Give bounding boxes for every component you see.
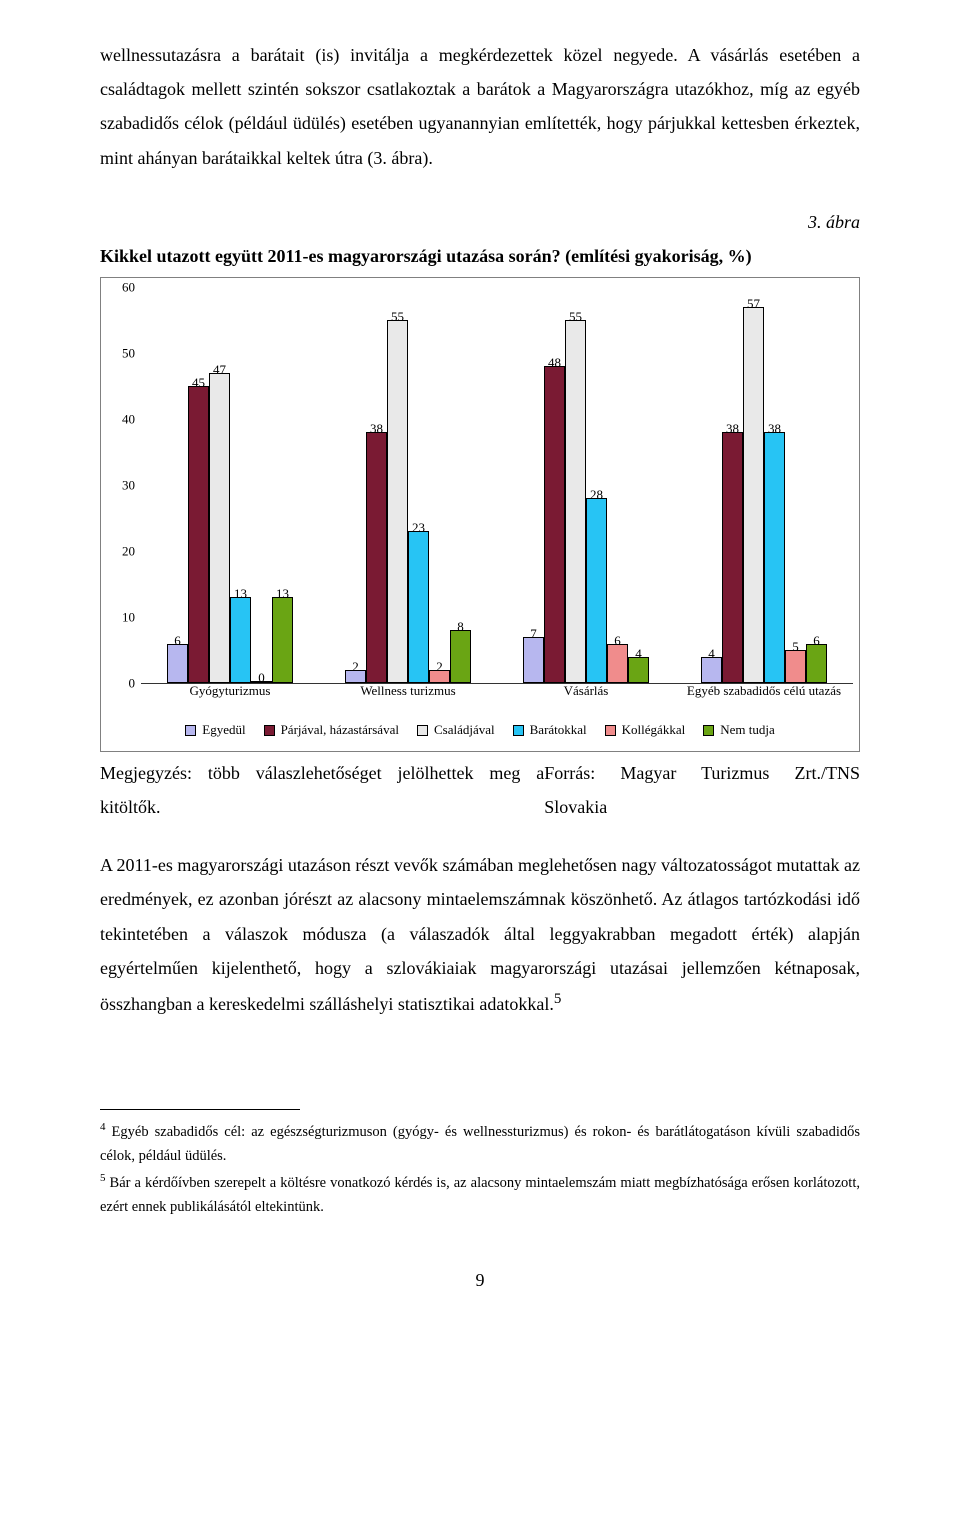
bar: 48	[544, 366, 565, 683]
bar-group: 438573856	[675, 288, 853, 683]
legend-swatch	[417, 725, 428, 736]
legend-item: Nem tudja	[703, 718, 775, 743]
bar-value-label: 55	[569, 305, 582, 330]
chart-container: 6454713013238552328748552864438573856 Gy…	[100, 277, 860, 752]
bar: 5	[785, 650, 806, 683]
legend-swatch	[185, 725, 196, 736]
x-category-label: Gyógyturizmus	[141, 679, 319, 704]
bar-value-label: 47	[213, 358, 226, 383]
bar: 6	[607, 644, 628, 684]
x-category-label: Wellness turizmus	[319, 679, 497, 704]
bar: 13	[230, 597, 251, 683]
legend-item: Párjával, házastársával	[264, 718, 399, 743]
bar: 6	[167, 644, 188, 684]
legend-label: Családjával	[434, 718, 495, 743]
bar: 38	[764, 432, 785, 683]
bar: 8	[450, 630, 471, 683]
bar: 7	[523, 637, 544, 683]
body-paragraph: A 2011-es magyarországi utazáson részt v…	[100, 848, 860, 1021]
bar-value-label: 6	[813, 629, 820, 654]
bar-group: 238552328	[319, 288, 497, 683]
legend-label: Barátokkal	[530, 718, 587, 743]
y-tick: 30	[107, 474, 135, 499]
intro-paragraph: wellnessutazásra a barátait (is) invitál…	[100, 38, 860, 175]
bar-value-label: 55	[391, 305, 404, 330]
bar: 38	[722, 432, 743, 683]
y-tick: 20	[107, 540, 135, 565]
bar-value-label: 2	[352, 655, 359, 680]
legend-item: Kollégákkal	[605, 718, 686, 743]
bar: 13	[272, 597, 293, 683]
bar-value-label: 38	[768, 417, 781, 442]
legend-label: Párjával, házastársával	[281, 718, 399, 743]
bar: 45	[188, 386, 209, 683]
legend-label: Egyedül	[202, 718, 245, 743]
bar-value-label: 4	[708, 642, 715, 667]
footnote-ref-5: 5	[554, 991, 562, 1007]
bar-value-label: 13	[234, 582, 247, 607]
bar: 57	[743, 307, 764, 683]
bar-value-label: 45	[192, 371, 205, 396]
x-category-label: Vásárlás	[497, 679, 675, 704]
bar-value-label: 23	[412, 516, 425, 541]
bar-value-label: 4	[635, 642, 642, 667]
chart-legend: Egyedül Párjával, házastársával Családjáva…	[101, 714, 859, 751]
bar-value-label: 57	[747, 292, 760, 317]
bar: 6	[806, 644, 827, 684]
legend-swatch	[703, 725, 714, 736]
y-tick: 0	[107, 672, 135, 697]
chart-notes: Megjegyzés: több válaszlehetőséget jelöl…	[100, 756, 860, 824]
bar: 55	[565, 320, 586, 683]
bar-value-label: 6	[174, 629, 181, 654]
bar-value-label: 13	[276, 582, 289, 607]
y-tick: 40	[107, 408, 135, 433]
legend-label: Kollégákkal	[622, 718, 686, 743]
page: wellnessutazásra a barátait (is) invitál…	[0, 0, 960, 1338]
bar: 55	[387, 320, 408, 683]
chart-note-left: Megjegyzés: több válaszlehetőséget jelöl…	[100, 756, 544, 824]
legend-item: Családjával	[417, 718, 495, 743]
bar-value-label: 28	[590, 483, 603, 508]
legend-swatch	[605, 725, 616, 736]
figure-label: 3. ábra	[100, 205, 860, 239]
legend-item: Barátokkal	[513, 718, 587, 743]
bar-value-label: 38	[370, 417, 383, 442]
bar-value-label: 8	[457, 615, 464, 640]
bar-value-label: 38	[726, 417, 739, 442]
footnote-5: 5 Bár a kérdőívben szerepelt a költésre …	[100, 1169, 860, 1220]
x-category-label: Egyéb szabadidős célú utazás	[675, 679, 853, 704]
bar: 38	[366, 432, 387, 683]
legend-item: Egyedül	[185, 718, 245, 743]
bar-group: 6454713013	[141, 288, 319, 683]
bar: 47	[209, 373, 230, 683]
legend-swatch	[264, 725, 275, 736]
bar: 23	[408, 531, 429, 683]
bar-group: 748552864	[497, 288, 675, 683]
page-number: 9	[100, 1263, 860, 1297]
y-tick: 60	[107, 276, 135, 301]
bar: 28	[586, 498, 607, 683]
bar-value-label: 48	[548, 351, 561, 376]
y-tick: 10	[107, 606, 135, 631]
legend-label: Nem tudja	[720, 718, 775, 743]
chart-plot-area: 6454713013238552328748552864438573856 Gy…	[101, 284, 859, 714]
y-tick: 50	[107, 342, 135, 367]
bar-value-label: 5	[792, 635, 799, 660]
bar-value-label: 6	[614, 629, 621, 654]
bar-value-label: 7	[530, 622, 537, 647]
footnote-separator	[100, 1109, 300, 1110]
chart-note-right: Forrás: Magyar Turizmus Zrt./TNS Slovaki…	[544, 756, 860, 824]
footnote-4: 4 Egyéb szabadidős cél: az egészségturiz…	[100, 1118, 860, 1169]
legend-swatch	[513, 725, 524, 736]
chart-plot: 6454713013238552328748552864438573856	[141, 288, 853, 684]
chart-title: Kikkel utazott együtt 2011-es magyarorsz…	[100, 239, 860, 273]
bar-value-label: 2	[436, 655, 443, 680]
